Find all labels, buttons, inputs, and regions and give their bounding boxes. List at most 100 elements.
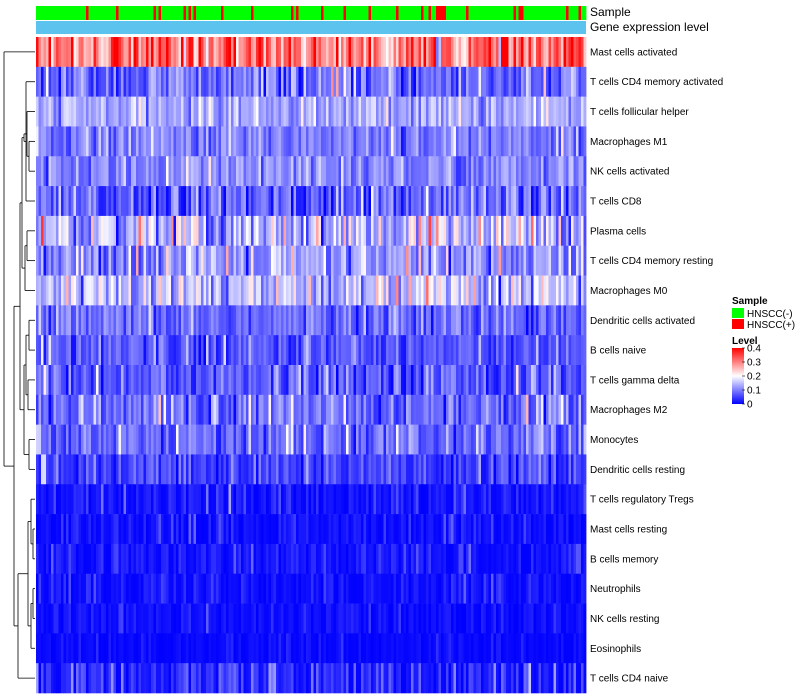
heatmap-cell	[256, 66, 259, 97]
heatmap-cell	[188, 603, 192, 634]
heatmap-cell	[336, 96, 339, 127]
sample-annotation-cell	[513, 6, 517, 20]
heatmap-cell	[563, 156, 567, 187]
heatmap-cell	[188, 424, 192, 455]
heatmap-cell	[481, 633, 484, 664]
heatmap-cell	[508, 245, 512, 276]
heatmap-cell	[183, 215, 187, 247]
heatmap-cell	[503, 484, 507, 515]
heatmap-cell	[393, 603, 397, 634]
heatmap-cell	[318, 424, 322, 455]
heatmap-cell	[88, 633, 92, 664]
heatmap-cell	[438, 454, 442, 485]
heatmap-cell	[203, 424, 207, 455]
heatmap-cell	[541, 424, 544, 455]
heatmap-cell	[376, 156, 379, 187]
heatmap-cell	[151, 514, 154, 545]
heatmap-cell	[356, 514, 359, 545]
heatmap-cell	[393, 365, 397, 396]
heatmap-cell	[293, 514, 297, 545]
heatmap-cell	[183, 96, 187, 127]
heatmap-cell	[203, 156, 207, 187]
heatmap-cell	[131, 514, 134, 545]
heatmap-cell	[78, 186, 82, 217]
heatmap-cell	[156, 215, 159, 247]
heatmap-cell	[191, 454, 194, 485]
heatmap-cell	[513, 37, 517, 68]
heatmap-cell	[576, 543, 579, 575]
heatmap-cell	[161, 454, 164, 485]
heatmap-cell	[433, 96, 437, 127]
sample-annotation-cell	[333, 6, 337, 20]
heatmap-cell	[488, 186, 492, 217]
heatmap-cell	[573, 603, 577, 634]
heatmap-cell	[278, 365, 282, 396]
heatmap-cell	[218, 275, 222, 306]
heatmap-cell	[136, 365, 139, 396]
heatmap-cell	[503, 424, 507, 455]
heatmap-cell	[511, 126, 514, 157]
heatmap-cell	[301, 424, 304, 455]
heatmap-cell	[336, 365, 339, 396]
heatmap-cell	[328, 66, 332, 97]
sample-annotation-cell	[463, 6, 467, 20]
heatmap-cell	[111, 633, 114, 664]
heatmap-cell	[83, 305, 87, 336]
heatmap-cell	[518, 275, 522, 306]
heatmap-cell	[193, 37, 197, 68]
heatmap-cell	[136, 37, 139, 68]
heatmap-cell	[376, 543, 379, 575]
heatmap-cell	[481, 514, 484, 545]
heatmap-cell	[526, 543, 529, 575]
heatmap-cell	[83, 365, 87, 396]
heatmap-cell	[186, 484, 189, 515]
heatmap-cell	[443, 603, 447, 634]
heatmap-cell	[201, 66, 204, 97]
sample-annotation-cell	[388, 6, 392, 20]
heatmap-cell	[556, 484, 559, 515]
heatmap-cell	[558, 514, 562, 545]
heatmap-cell	[393, 454, 397, 485]
heatmap-cell	[478, 37, 482, 68]
heatmap-cell	[353, 484, 357, 515]
heatmap-cell	[56, 543, 59, 575]
heatmap-cell	[398, 245, 402, 276]
heatmap-cell	[438, 424, 442, 455]
heatmap-cell	[476, 424, 479, 455]
heatmap-cell	[306, 126, 309, 157]
heatmap-cell	[248, 365, 252, 396]
heatmap-cell	[523, 424, 527, 455]
heatmap-cell	[371, 394, 374, 425]
heatmap-cell	[43, 365, 47, 396]
heatmap-cell	[348, 335, 352, 366]
heatmap-cell	[396, 394, 399, 425]
heatmap-cell	[278, 484, 282, 515]
heatmap-cell	[496, 633, 499, 664]
heatmap-cell	[388, 245, 392, 276]
heatmap-cell	[533, 514, 537, 545]
sample-annotation-cell	[456, 6, 459, 20]
heatmap-cell	[98, 394, 102, 425]
heatmap-cell	[183, 484, 187, 515]
heatmap-cell	[376, 186, 379, 217]
heatmap-cell	[86, 126, 89, 157]
heatmap-cell	[126, 126, 129, 157]
heatmap-cell	[531, 603, 534, 634]
heatmap-cell	[348, 126, 352, 157]
heatmap-cell	[88, 573, 92, 604]
heatmap-cell	[433, 454, 437, 485]
heatmap-cell	[406, 394, 409, 425]
heatmap-cell	[278, 335, 282, 366]
heatmap-cell	[111, 603, 114, 634]
heatmap-cell	[488, 275, 492, 306]
heatmap-cell	[483, 37, 487, 68]
heatmap-cell	[86, 543, 89, 575]
heatmap-cell	[423, 186, 427, 217]
heatmap-cell	[233, 96, 237, 127]
heatmap-cell	[256, 335, 259, 366]
heatmap-cell	[496, 37, 499, 68]
heatmap-cell	[101, 215, 104, 247]
heatmap-cell	[341, 394, 344, 425]
heatmap-cell	[81, 275, 84, 306]
heatmap-cell	[363, 633, 367, 664]
